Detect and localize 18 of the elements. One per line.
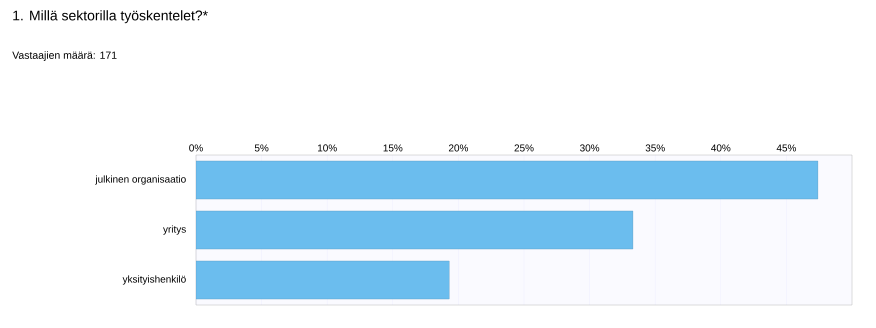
y-tick-label: yksityishenkilö: [122, 275, 186, 285]
text: Vastaajien määrä: 171: [12, 51, 117, 61]
x-tick-label: 5%: [254, 144, 268, 152]
y-tick-label: yritys: [163, 225, 186, 235]
x-tick-label: 25%: [514, 144, 534, 152]
x-tick-label: 0%: [189, 144, 203, 152]
chart-title: 1. Millä sektorilla työskentelet?*: [13, 10, 208, 24]
x-tick-label: 30%: [580, 144, 600, 152]
x-tick-label: 45%: [776, 144, 796, 152]
bar: [196, 260, 450, 300]
x-tick-label: 15%: [384, 144, 402, 152]
y-tick-label: julkinen organisaatio: [95, 175, 186, 185]
bar: [196, 210, 634, 250]
bar: [196, 160, 818, 200]
x-tick-label: 35%: [646, 144, 665, 152]
x-tick-label: 40%: [711, 144, 730, 152]
x-tick-label: 20%: [448, 144, 468, 152]
x-tick-label: 10%: [318, 144, 337, 152]
